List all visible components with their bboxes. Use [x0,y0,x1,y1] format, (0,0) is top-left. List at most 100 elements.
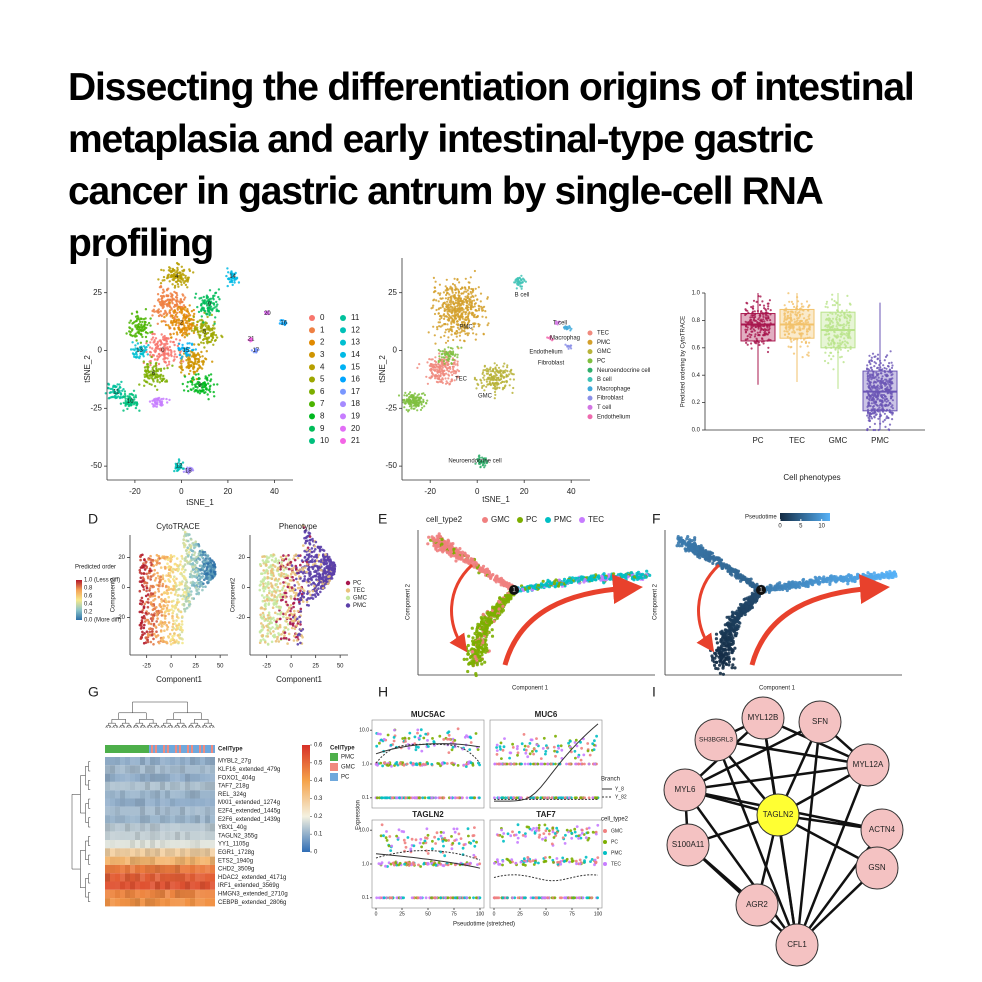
cell-point [163,367,166,370]
cell-point [142,626,146,630]
x-tick-label: -20 [424,487,436,496]
cell-point [750,321,754,324]
legend-swatch [587,386,593,392]
cell-point [120,396,124,399]
cell-point [157,590,161,593]
cell-point [831,338,835,341]
cell-point [197,390,200,393]
cell-point [143,632,146,635]
cell-point [866,379,869,382]
cell-point [489,383,492,387]
cell-point [521,281,524,284]
cell-point [179,307,182,310]
cluster-label: 16 [280,320,287,326]
cell-point [452,367,455,371]
cell-point [216,303,219,306]
cell-point [207,337,210,340]
cell-point [183,375,187,378]
cell-point [160,598,163,601]
cell-point [183,530,187,534]
cell-point [486,372,490,375]
cell-point [569,329,572,332]
cell-point [139,326,142,329]
cell-point [182,349,185,352]
cell-point [765,317,768,320]
cell-point [843,337,846,340]
cell-point [878,359,882,362]
cell-point [520,274,523,277]
legend-swatch [309,339,315,346]
legend-label: 16 [351,375,360,384]
cell-point [753,313,757,316]
cell-point [191,566,195,569]
cell-point [178,339,182,342]
cell-point [174,271,177,274]
cell-point [271,606,275,609]
cell-point [192,315,195,319]
cell-point [198,365,201,368]
cell-point [866,374,870,377]
cell-point [135,356,138,359]
cell-point [803,317,806,320]
cell-point [183,331,186,334]
cell-point [175,292,178,295]
cell-point [454,317,457,320]
cell-point [153,400,157,404]
cell-point [141,327,144,330]
cell-point [199,304,203,307]
cell-point [139,627,143,630]
cell-point [886,386,889,389]
cell-point [489,366,492,369]
cell-point [139,352,143,355]
cell-point [397,394,401,397]
cell-point [145,342,148,345]
cell-point [176,315,179,319]
cluster-label: TEC [455,377,468,383]
cell-point [882,420,885,423]
cell-point [482,384,485,387]
cell-point [418,363,421,366]
cell-point [467,296,470,299]
cell-point [827,362,830,365]
cell-point [206,554,210,558]
cell-point [216,309,220,312]
legend-swatch [309,401,315,408]
cell-point [152,585,155,589]
cell-point [146,618,150,622]
cell-point [206,331,210,335]
cell-point [456,356,459,359]
cell-point [197,543,200,546]
cell-point [881,409,884,412]
cell-point [188,346,191,350]
legend-label: 12 [351,325,360,334]
cell-point [492,367,495,371]
cell-point [802,325,805,328]
cell-point [203,302,206,305]
cell-point [148,382,151,386]
cell-point [884,425,887,428]
cell-point [197,591,200,595]
cell-point [487,383,490,386]
cell-point [867,371,870,374]
cell-point [204,387,208,391]
cell-point [483,374,486,377]
cell-point [146,323,149,327]
cell-point [172,305,176,309]
cell-point [447,336,450,339]
cell-point [178,351,182,355]
cell-point [149,317,152,320]
cell-point [159,605,163,608]
cell-point [307,584,310,587]
cell-point [444,377,447,380]
cell-point [443,348,446,351]
cell-point [181,638,184,641]
cell-point [430,375,433,378]
cell-point [217,288,221,291]
cell-point [837,351,840,354]
cell-point [147,344,150,347]
cell-point [879,422,882,425]
cell-point [234,278,237,281]
cell-point [181,588,185,592]
legend-label: 3 [320,350,325,359]
cell-point [180,371,183,374]
